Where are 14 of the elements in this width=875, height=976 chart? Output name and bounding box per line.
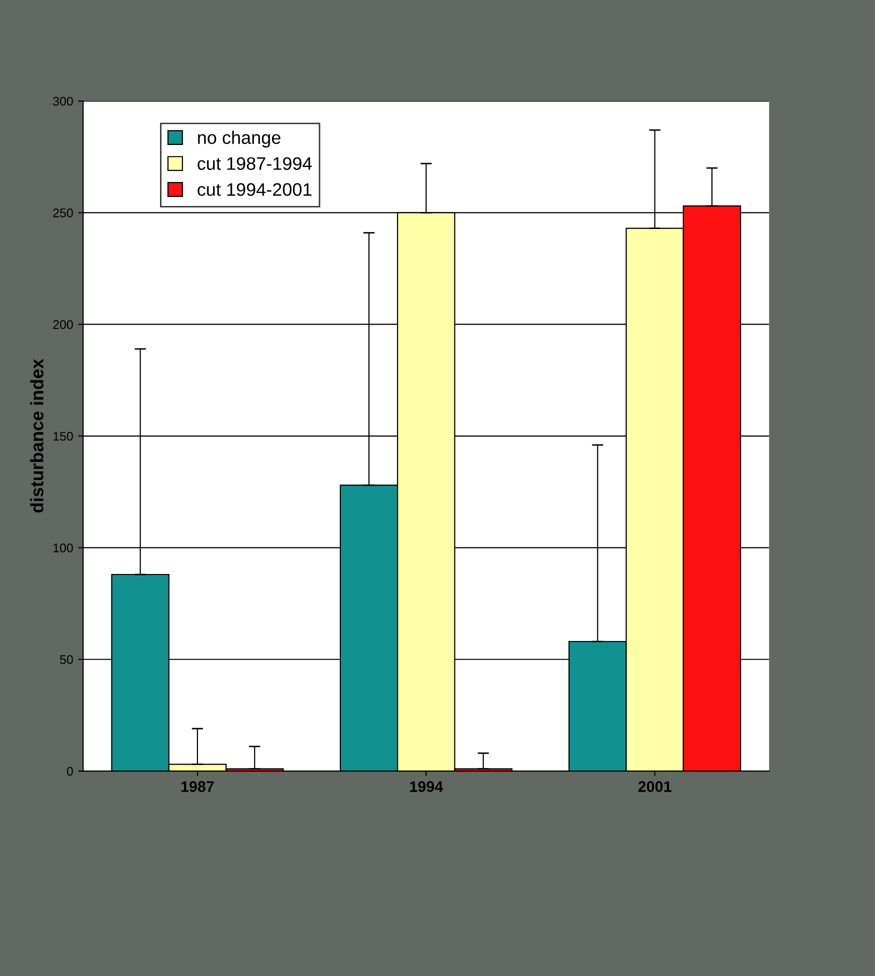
legend-label: cut 1987-1994 (198, 157, 312, 170)
x-tick-label: 2001 (638, 781, 672, 792)
y-tick-label: 150 (54, 432, 73, 441)
y-tick-label: 50 (60, 655, 73, 664)
y-axis-title: disturbance index (30, 358, 44, 513)
legend-label: cut 1994-2001 (198, 183, 312, 196)
y-tick-label: 200 (53, 320, 73, 330)
x-tick-label: 1987 (181, 781, 214, 792)
y-tick-label: 100 (54, 544, 73, 552)
y-tick-label: 300 (53, 96, 73, 106)
y-tick-label: 250 (53, 208, 73, 218)
legend-label: no change (198, 130, 280, 148)
y-tick-label: 0 (66, 766, 73, 776)
x-tick-label: 1994 (410, 781, 444, 792)
